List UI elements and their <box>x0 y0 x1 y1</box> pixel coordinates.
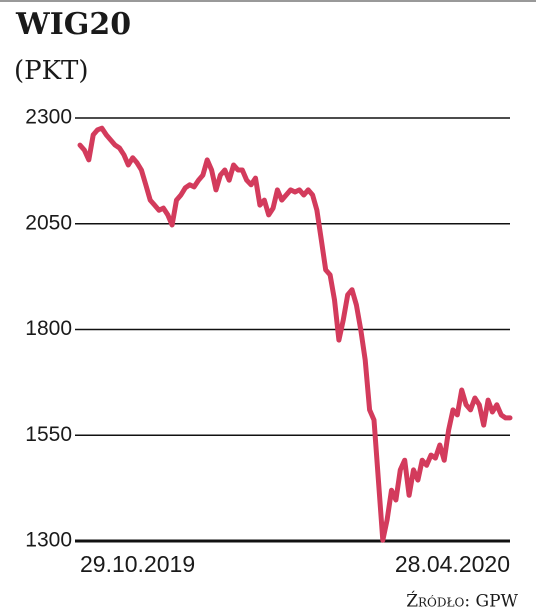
x-tick-label: 29.10.2019 <box>80 551 195 577</box>
y-tick-label: 1550 <box>25 423 72 446</box>
chart-subtitle: (PKT) <box>14 56 89 86</box>
y-tick-label: 1300 <box>25 529 72 552</box>
source: Źródło: GPW <box>406 591 518 612</box>
y-tick-label: 2300 <box>25 106 72 129</box>
y-tick-label: 2050 <box>25 211 72 234</box>
x-tick-label: 28.04.2020 <box>395 551 510 577</box>
line-series <box>77 125 513 543</box>
chart-title: WIG20 <box>15 7 131 42</box>
y-tick-label: 1800 <box>25 317 72 340</box>
